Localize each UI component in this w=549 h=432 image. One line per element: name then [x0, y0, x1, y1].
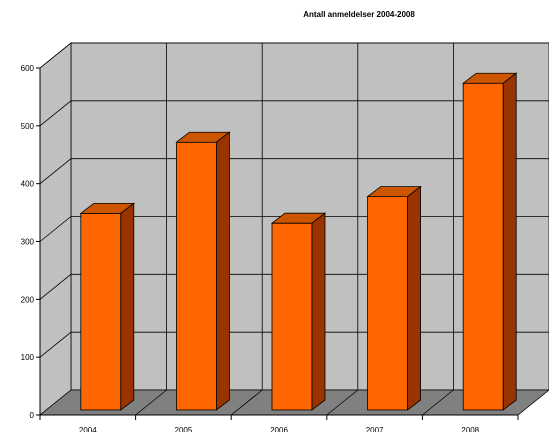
- bar-side: [215, 131, 230, 411]
- bar-2008: [462, 72, 518, 411]
- floor-divider: [326, 389, 359, 416]
- bar-front: [175, 141, 217, 411]
- bar-front: [271, 222, 313, 411]
- bar-2004: [79, 202, 135, 411]
- floor-divider: [230, 389, 263, 416]
- bar-side: [502, 72, 517, 411]
- x-tick-label: 2005: [175, 426, 193, 432]
- y-tick-label: 0: [30, 411, 35, 420]
- gridline: [39, 42, 549, 69]
- bar-2007: [366, 185, 422, 411]
- gridline: [39, 158, 549, 184]
- x-tick-label: 2004: [79, 426, 97, 432]
- y-tick-label: 400: [21, 180, 35, 189]
- x-tick-label: 2006: [270, 426, 288, 432]
- bar-front: [367, 196, 409, 411]
- y-tick-label: 500: [21, 122, 35, 131]
- bar-2006: [270, 212, 327, 411]
- x-tick-label: 2007: [366, 426, 384, 432]
- bar-side: [407, 185, 422, 411]
- floor-divider: [422, 389, 454, 416]
- bar-front: [462, 82, 504, 411]
- bar-side: [311, 212, 326, 411]
- bar-2005: [175, 131, 231, 411]
- floor-divider: [135, 389, 167, 416]
- chart-title: Antall anmeldelser 2004-2008: [303, 10, 415, 19]
- gridline: [39, 100, 549, 127]
- bar-front: [80, 212, 122, 411]
- y-tick-label: 200: [21, 295, 35, 304]
- x-tick-label: 2008: [461, 426, 479, 432]
- bar-side: [120, 202, 135, 411]
- y-tick-label: 100: [21, 353, 35, 362]
- y-tick-label: 300: [21, 238, 35, 247]
- y-tick-label: 600: [21, 64, 35, 73]
